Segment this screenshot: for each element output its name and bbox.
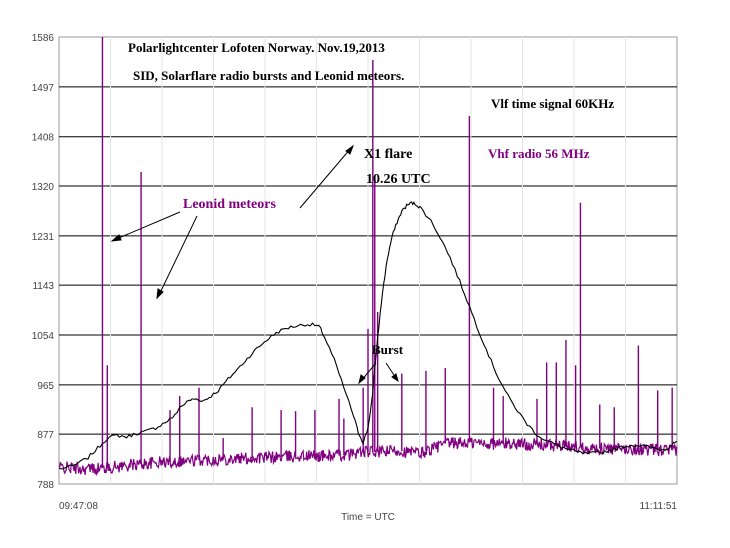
y-tick-label: 1054 — [32, 331, 55, 342]
y-tick-label: 788 — [37, 480, 54, 491]
y-tick-label: 1586 — [32, 33, 55, 44]
arrow-head-burst-1 — [358, 374, 366, 385]
y-tick-label: 877 — [37, 430, 54, 441]
annotation-x1-flare: X1 flare — [364, 147, 412, 162]
arrow-leonid-2 — [158, 215, 198, 296]
legend-vhf: Vhf radio 56 MHz — [488, 146, 590, 161]
y-tick-label: 1320 — [32, 182, 55, 193]
annotation-burst: Burst — [372, 342, 404, 357]
legend-vlf: Vlf time signal 60KHz — [491, 96, 614, 111]
annotation-flare-time: 10.26 UTC — [366, 172, 431, 187]
annotation-leonid-meteors: Leonid meteors — [183, 197, 276, 212]
x-axis-label: Time = UTC — [341, 512, 395, 523]
series-vlf-line — [58, 201, 678, 470]
arrow-x1-flare — [299, 147, 352, 209]
x-end-label: 11:11:51 — [640, 501, 678, 512]
x-start-label: 09:47:08 — [59, 501, 98, 512]
y-tick-label: 1231 — [32, 232, 55, 243]
annotation-arrows — [110, 144, 399, 385]
chart-subtitle: SID, Solarflare radio bursts and Leonid … — [133, 68, 404, 83]
arrow-head-x1-flare — [345, 144, 355, 155]
arrow-head-burst-2 — [391, 373, 399, 383]
y-tick-label: 1497 — [32, 83, 55, 94]
y-tick-label: 965 — [37, 381, 54, 392]
arrow-head-leonid-2 — [156, 288, 164, 300]
chart-title: Polarlightcenter Lofoten Norway. Nov.19,… — [128, 40, 385, 55]
y-tick-label: 1408 — [32, 133, 55, 144]
arrow-head-leonid-1 — [110, 234, 122, 242]
arrow-leonid-1 — [113, 211, 181, 241]
y-tick-label: 1143 — [32, 281, 54, 292]
series-vhf-line — [58, 436, 678, 477]
